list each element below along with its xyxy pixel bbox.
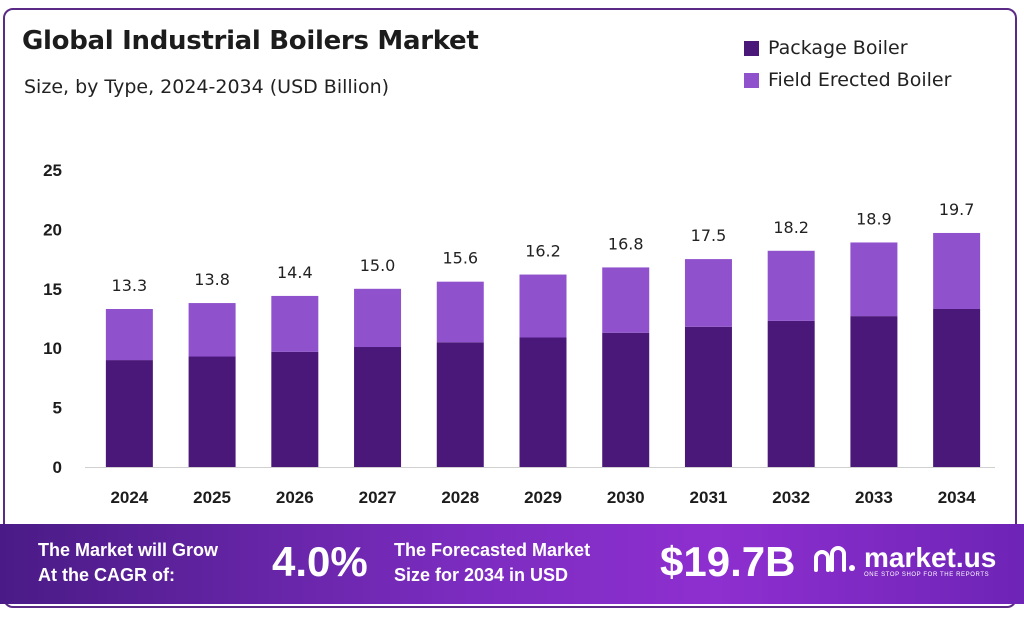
y-tick-label: 5 xyxy=(53,399,62,418)
bar-package-boiler xyxy=(271,351,319,467)
chart-subtitle: Size, by Type, 2024-2034 (USD Billion) xyxy=(24,76,390,98)
x-tick-label: 2028 xyxy=(441,488,479,507)
bar-field-erected-boiler xyxy=(767,250,815,321)
x-tick-label: 2033 xyxy=(855,488,893,507)
forecast-caption: The Forecasted Market Size for 2034 in U… xyxy=(394,538,590,588)
chart-frame xyxy=(3,8,1017,608)
chart-title: Global Industrial Boilers Market xyxy=(22,26,479,56)
x-tick-label: 2024 xyxy=(110,488,148,507)
forecast-caption-line2: Size for 2034 in USD xyxy=(394,565,569,585)
x-tick-label: 2034 xyxy=(938,488,976,507)
x-tick-label: 2030 xyxy=(607,488,645,507)
bar-package-boiler xyxy=(519,337,567,467)
bar-total-label: 14.4 xyxy=(277,263,313,282)
cagr-value: 4.0% xyxy=(272,538,368,585)
bar-package-boiler xyxy=(684,326,732,467)
forecast-caption-line1: The Forecasted Market xyxy=(394,540,591,560)
y-tick-label: 25 xyxy=(43,161,62,180)
bar-package-boiler xyxy=(436,342,484,467)
bar-package-boiler xyxy=(105,360,153,467)
brand-name: market.us xyxy=(864,542,997,573)
bar-field-erected-boiler xyxy=(354,288,402,348)
bar-field-erected-boiler xyxy=(850,242,898,317)
cagr-caption-line2: At the CAGR of: xyxy=(38,565,175,585)
x-tick-label: 2026 xyxy=(276,488,314,507)
bar-total-label: 18.9 xyxy=(856,209,892,228)
bar-field-erected-boiler xyxy=(105,308,153,361)
bar-field-erected-boiler xyxy=(271,295,319,352)
y-tick-label: 15 xyxy=(43,280,62,299)
bar-package-boiler xyxy=(933,308,981,467)
cagr-caption-line1: The Market will Grow xyxy=(38,540,219,560)
y-tick-label: 20 xyxy=(43,220,62,239)
x-tick-label: 2032 xyxy=(772,488,810,507)
x-tick-label: 2027 xyxy=(359,488,397,507)
legend-swatch-field-erected-boiler xyxy=(744,72,759,88)
legend-item-field-erected-boiler: Field Erected Boiler xyxy=(744,64,951,96)
bar-field-erected-boiler xyxy=(933,232,981,309)
bar-total-label: 17.5 xyxy=(691,226,727,245)
forecast-value: $19.7B xyxy=(660,538,796,585)
summary-banner: The Market will Grow At the CAGR of: 4.0… xyxy=(0,524,1024,604)
bar-chart: 051015202513.3202413.8202514.4202615.020… xyxy=(43,161,995,507)
bar-total-label: 16.8 xyxy=(608,234,644,253)
bar-total-label: 16.2 xyxy=(525,242,561,261)
legend-swatch-package-boiler xyxy=(744,40,759,56)
x-tick-label: 2025 xyxy=(193,488,231,507)
legend-label-field-erected-boiler: Field Erected Boiler xyxy=(768,69,952,91)
bar-total-label: 18.2 xyxy=(773,218,809,237)
bar-total-label: 13.3 xyxy=(112,276,148,295)
bar-total-label: 13.8 xyxy=(194,270,230,289)
x-tick-label: 2031 xyxy=(690,488,728,507)
bar-package-boiler xyxy=(767,320,815,467)
brand-logo: market.us ONE STOP SHOP FOR THE REPORTS xyxy=(812,544,996,578)
bar-total-label: 15.0 xyxy=(360,256,396,275)
bar-field-erected-boiler xyxy=(436,281,484,343)
legend: Package Boiler Field Erected Boiler xyxy=(744,32,951,96)
bar-field-erected-boiler xyxy=(188,303,236,357)
brand-tagline: ONE STOP SHOP FOR THE REPORTS xyxy=(864,572,990,578)
x-tick-label: 2029 xyxy=(524,488,562,507)
cagr-caption: The Market will Grow At the CAGR of: xyxy=(38,538,218,588)
legend-label-package-boiler: Package Boiler xyxy=(768,37,908,59)
legend-item-package-boiler: Package Boiler xyxy=(744,32,951,64)
bar-total-label: 15.6 xyxy=(442,249,478,268)
y-tick-label: 0 xyxy=(53,458,62,477)
bar-package-boiler xyxy=(354,347,402,467)
bar-total-label: 19.7 xyxy=(939,200,975,219)
bar-package-boiler xyxy=(188,356,236,467)
y-tick-label: 10 xyxy=(43,339,62,358)
market-us-logo-icon xyxy=(814,546,855,572)
bar-package-boiler xyxy=(602,332,650,467)
bar-field-erected-boiler xyxy=(684,259,732,327)
bar-package-boiler xyxy=(850,316,898,467)
bar-field-erected-boiler xyxy=(602,267,650,333)
brand-text: market.us ONE STOP SHOP FOR THE REPORTS xyxy=(864,542,997,579)
bar-field-erected-boiler xyxy=(519,274,567,338)
